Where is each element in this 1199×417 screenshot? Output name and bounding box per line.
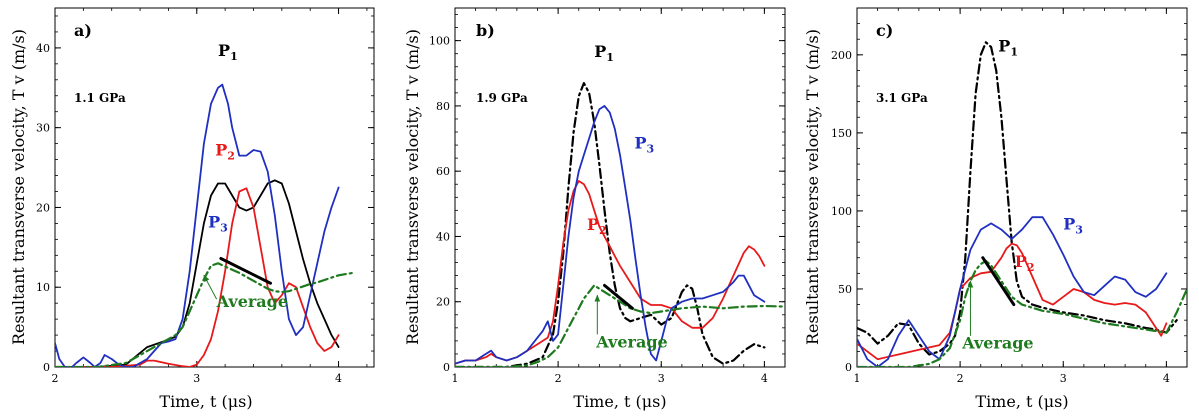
x-tick-label: 2 — [52, 372, 59, 385]
series-label-p2: P2 — [215, 141, 235, 163]
series-p3-line — [55, 83, 340, 367]
series-group — [55, 83, 354, 367]
x-tick-label: 2 — [957, 372, 964, 385]
series-p1-line — [55, 179, 340, 367]
y-tick-label: 0 — [43, 361, 50, 374]
x-tick-label: 1 — [854, 372, 861, 385]
y-axis-label-a: Resultant transverse velocity, T v (m/s) — [9, 29, 28, 345]
series-trend-line — [981, 256, 1016, 307]
panel-c: 1 2 3 4 0 50 100 150 200 P1 P2 P3 Average c) 3.1 GPa… — [803, 7, 1188, 411]
series-label-p1: P1 — [594, 42, 614, 64]
series-label-p3: P3 — [208, 212, 228, 234]
series-label-average: Average — [216, 292, 288, 311]
x-tick-label: 1 — [452, 372, 459, 385]
series-average-line — [857, 259, 1187, 367]
pressure-label-b: 1.9 GPa — [476, 91, 528, 105]
x-tick-label: 2 — [555, 372, 562, 385]
y-tick-label: 20 — [436, 296, 450, 309]
y-tick-label: 200 — [831, 49, 852, 62]
series-group — [455, 81, 785, 367]
series-p1-line — [857, 41, 1178, 356]
y-tick-label: 100 — [429, 35, 450, 48]
series-label-p2: P2 — [1015, 252, 1035, 274]
y-tick-label: 40 — [436, 230, 450, 243]
y-tick-label: 40 — [36, 42, 50, 55]
y-tick-label: 80 — [436, 100, 450, 113]
y-tick-label: 0 — [845, 361, 852, 374]
series-label-p1: P1 — [998, 37, 1018, 59]
series-label-p2: P2 — [587, 215, 607, 237]
x-tick-label: 3 — [193, 372, 200, 385]
y-tick-label: 100 — [831, 205, 852, 218]
x-tick-label: 3 — [1060, 372, 1067, 385]
series-average-line — [55, 262, 354, 367]
plot-frame — [54, 7, 375, 368]
series-label-average: Average — [595, 332, 667, 351]
x-tick-label: 3 — [658, 372, 665, 385]
panel-label-c: c) — [876, 21, 893, 40]
series-p3-line — [857, 216, 1168, 367]
plot-area-c: 1 2 3 4 0 50 100 150 200 P1 P2 P3 Average — [831, 7, 1188, 385]
panel-label-b: b) — [476, 21, 495, 40]
plot-frame — [856, 7, 1188, 368]
series-average-line — [455, 284, 785, 367]
series-label-p1: P1 — [218, 41, 238, 63]
series-label-p3: P3 — [1063, 215, 1083, 237]
average-arrow — [203, 274, 218, 300]
x-axis-label-a: Time, t (μs) — [159, 392, 252, 411]
series-trend-line — [603, 283, 634, 310]
y-tick-label: 20 — [36, 201, 50, 214]
y-axis-label-c: Resultant transverse velocity, T v (m/s) — [803, 29, 822, 345]
y-tick-label: 60 — [436, 165, 450, 178]
x-tick-label: 4 — [1163, 372, 1170, 385]
y-tick-label: 0 — [443, 361, 450, 374]
y-tick-label: 30 — [36, 122, 50, 135]
series-p3-line — [455, 105, 766, 365]
x-tick-label: 4 — [761, 372, 768, 385]
x-tick-label: 4 — [335, 372, 342, 385]
y-axis-label-b: Resultant transverse velocity, T v (m/s) — [403, 29, 422, 345]
pressure-label-a: 1.1 GPa — [74, 91, 126, 105]
pressure-label-c: 3.1 GPa — [876, 91, 928, 105]
panel-label-a: a) — [74, 21, 92, 40]
y-tick-label: 150 — [831, 127, 852, 140]
x-axis-label-c: Time, t (μs) — [975, 392, 1068, 411]
series-label-p3: P3 — [634, 133, 654, 155]
y-tick-label: 10 — [36, 281, 50, 294]
series-group — [857, 41, 1187, 367]
average-trend-line — [219, 257, 273, 285]
plot-frame — [454, 7, 786, 368]
x-axis-label-b: Time, t (μs) — [573, 392, 666, 411]
series-label-average: Average — [961, 333, 1033, 352]
y-tick-label: 50 — [838, 283, 852, 296]
series-p1-line — [455, 81, 766, 367]
